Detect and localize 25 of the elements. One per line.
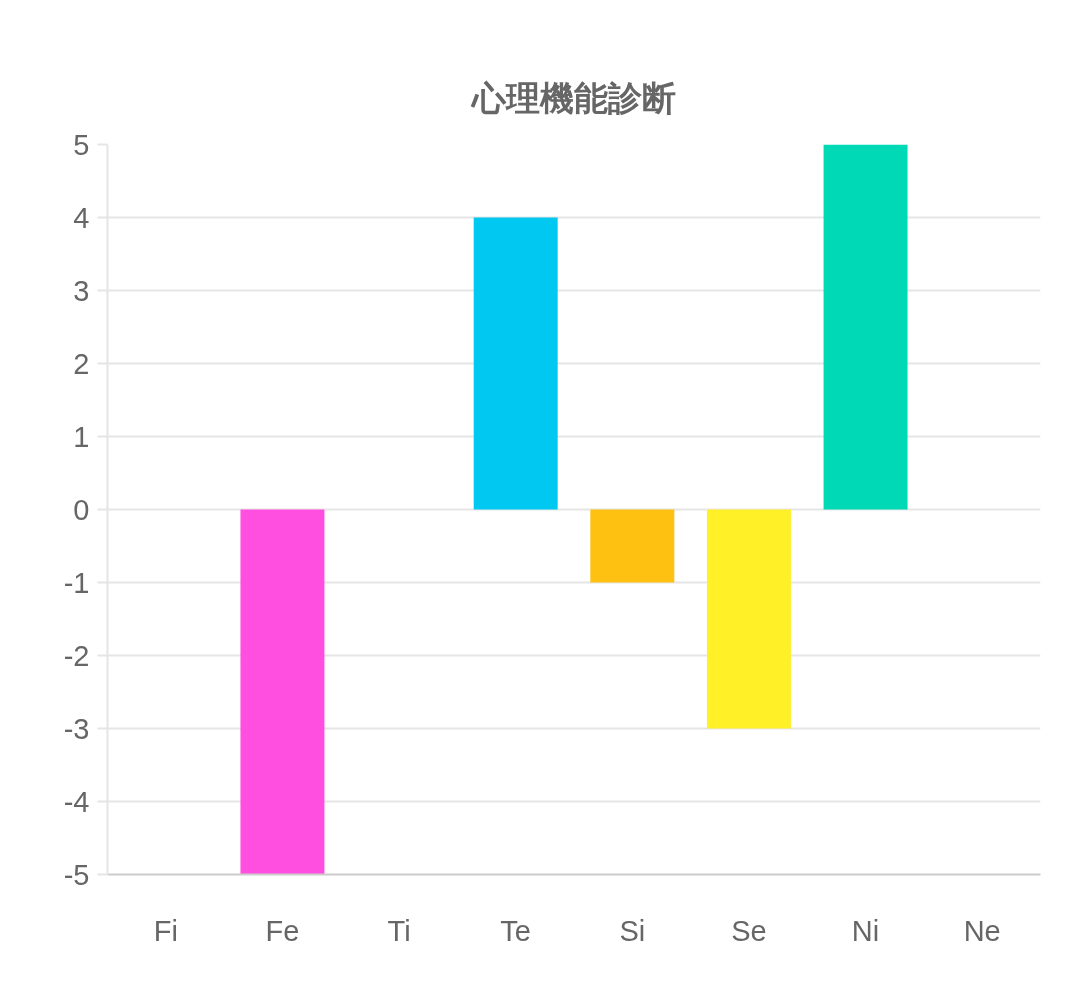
- bar: [240, 509, 325, 875]
- chart-title: 心理機能診断: [470, 79, 676, 117]
- bar: [706, 509, 791, 729]
- y-tick-label: -3: [63, 712, 90, 745]
- x-tick-label: Se: [731, 914, 767, 947]
- y-tick-label: 5: [73, 128, 90, 161]
- y-tick-label: 0: [73, 493, 90, 526]
- x-tick-label: Ne: [963, 914, 1001, 947]
- y-tick-label: 4: [73, 201, 90, 234]
- y-tick-label: -2: [63, 639, 90, 672]
- bar: [473, 217, 558, 510]
- x-tick-label: Te: [500, 914, 532, 947]
- y-tick-label: 2: [73, 347, 90, 380]
- bar: [823, 144, 908, 510]
- y-tick-label: -1: [63, 566, 90, 599]
- y-tick-label: -4: [63, 785, 90, 818]
- x-tick-label: Ni: [851, 914, 880, 947]
- y-tick-label: 3: [73, 274, 90, 307]
- bar: [590, 509, 675, 583]
- x-tick-label: Fe: [265, 914, 300, 947]
- x-tick-label: Fi: [153, 914, 178, 947]
- x-tick-label: Si: [619, 914, 646, 947]
- y-tick-label: 1: [73, 420, 90, 453]
- y-tick-label: -5: [63, 858, 90, 891]
- x-tick-label: Ti: [387, 914, 411, 947]
